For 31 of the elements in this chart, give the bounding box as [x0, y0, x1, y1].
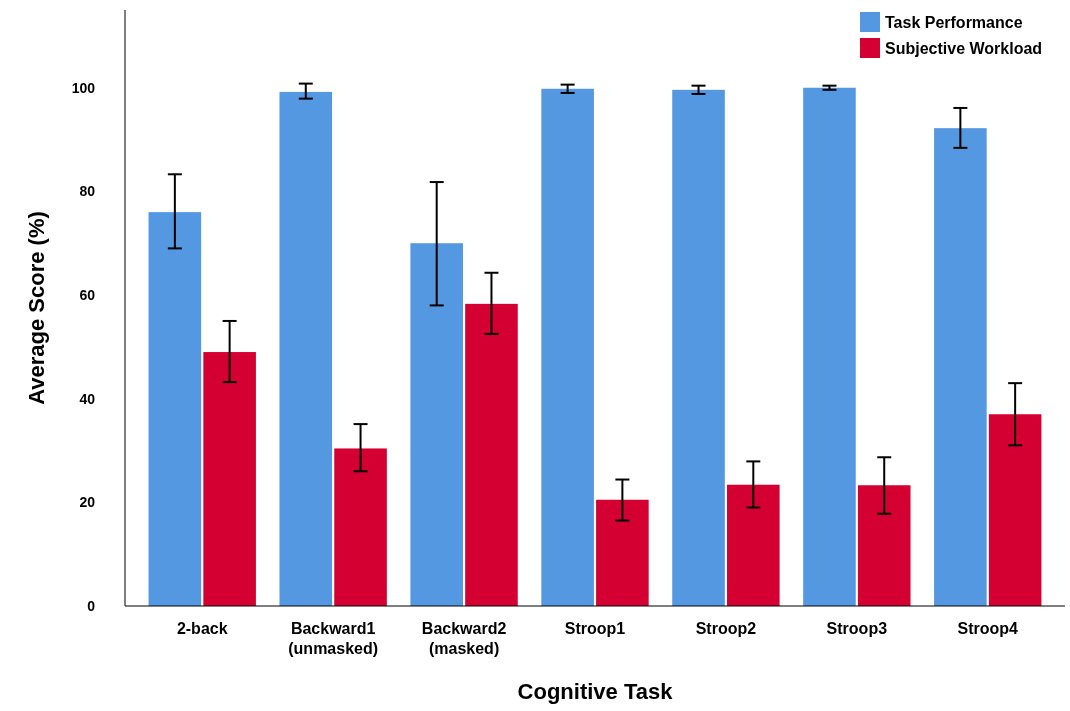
bar [988, 414, 1042, 606]
x-tick-label: Backward2 (masked) [421, 620, 507, 657]
x-tick-label: 2-back [176, 620, 228, 637]
bar [672, 89, 725, 606]
y-tick-label: 40 [79, 390, 96, 407]
bar [279, 91, 333, 606]
y-tick-label: 100 [71, 79, 96, 96]
bar [857, 485, 911, 606]
bar [203, 352, 256, 606]
y-tick-label: 20 [79, 494, 96, 511]
legend-label: Subjective Workload [885, 39, 1043, 57]
y-tick-label: 80 [79, 183, 96, 200]
x-tick-label: Stroop4 [957, 620, 1019, 637]
bar [596, 499, 649, 606]
bar [465, 303, 518, 606]
x-tick-label: Backward1 (unmasked) [288, 620, 379, 657]
bar [934, 128, 987, 606]
x-tick-label: Stroop3 [826, 620, 888, 637]
bar [148, 212, 202, 606]
x-tick-label: Stroop2 [695, 620, 757, 637]
x-tick-label: Stroop1 [564, 620, 626, 637]
y-tick-label: 60 [79, 286, 96, 303]
bar [727, 484, 780, 606]
y-tick-label: 0 [87, 597, 96, 614]
bar [803, 87, 856, 606]
bar [541, 88, 594, 606]
bar [410, 243, 463, 606]
x-axis-title: Cognitive Task [517, 679, 674, 704]
legend-label: Task Performance [885, 13, 1023, 31]
bar [334, 448, 387, 606]
y-axis-title: Average Score (%) [24, 211, 49, 405]
